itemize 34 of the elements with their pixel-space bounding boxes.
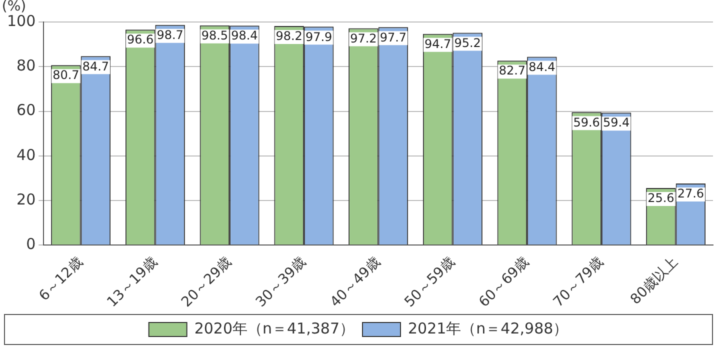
x-tick-label: 60～69歳 [476, 254, 532, 310]
x-tick-label: 40～49歳 [327, 254, 384, 310]
y-tick-label: 40 [16, 146, 36, 164]
data-label: 59.4 [602, 116, 630, 130]
legend-label: 2021年（n＝42,988） [408, 319, 568, 338]
data-label: 98.7 [156, 28, 184, 42]
data-label: 96.6 [126, 32, 154, 47]
x-tick-label: 80歳以上 [628, 254, 682, 308]
x-tick-label: 50～59歳 [402, 254, 458, 310]
data-label: 59.6 [573, 115, 600, 130]
y-tick-label: 20 [16, 190, 36, 208]
x-tick-label: 6～12歳 [36, 254, 86, 304]
data-label: 95.2 [454, 36, 481, 50]
data-label: 97.7 [380, 30, 407, 44]
x-tick-label: 20～29歳 [178, 254, 235, 310]
data-label: 25.6 [648, 191, 674, 206]
data-label: 97.2 [350, 31, 377, 46]
x-tick-label: 30～39歳 [253, 254, 310, 310]
data-label: 98.4 [231, 28, 258, 43]
data-label: 80.7 [52, 68, 80, 82]
y-tick-label: 60 [16, 101, 36, 120]
data-label: 98.5 [201, 28, 228, 42]
data-label: 84.4 [528, 60, 556, 74]
y-tick-label: 0 [26, 235, 36, 254]
data-label: 97.9 [305, 30, 332, 44]
x-tick-label: 13～19歳 [104, 254, 161, 310]
data-label: 98.2 [276, 29, 302, 44]
data-label: 82.7 [498, 64, 526, 78]
legend-label: 2020年（n＝41,387） [194, 319, 355, 338]
data-label: 84.7 [82, 59, 110, 74]
data-label: 27.6 [677, 186, 704, 201]
y-tick-label: 80 [16, 56, 36, 75]
data-label: 94.7 [424, 36, 452, 51]
x-tick-label: 70～79歳 [550, 254, 607, 310]
